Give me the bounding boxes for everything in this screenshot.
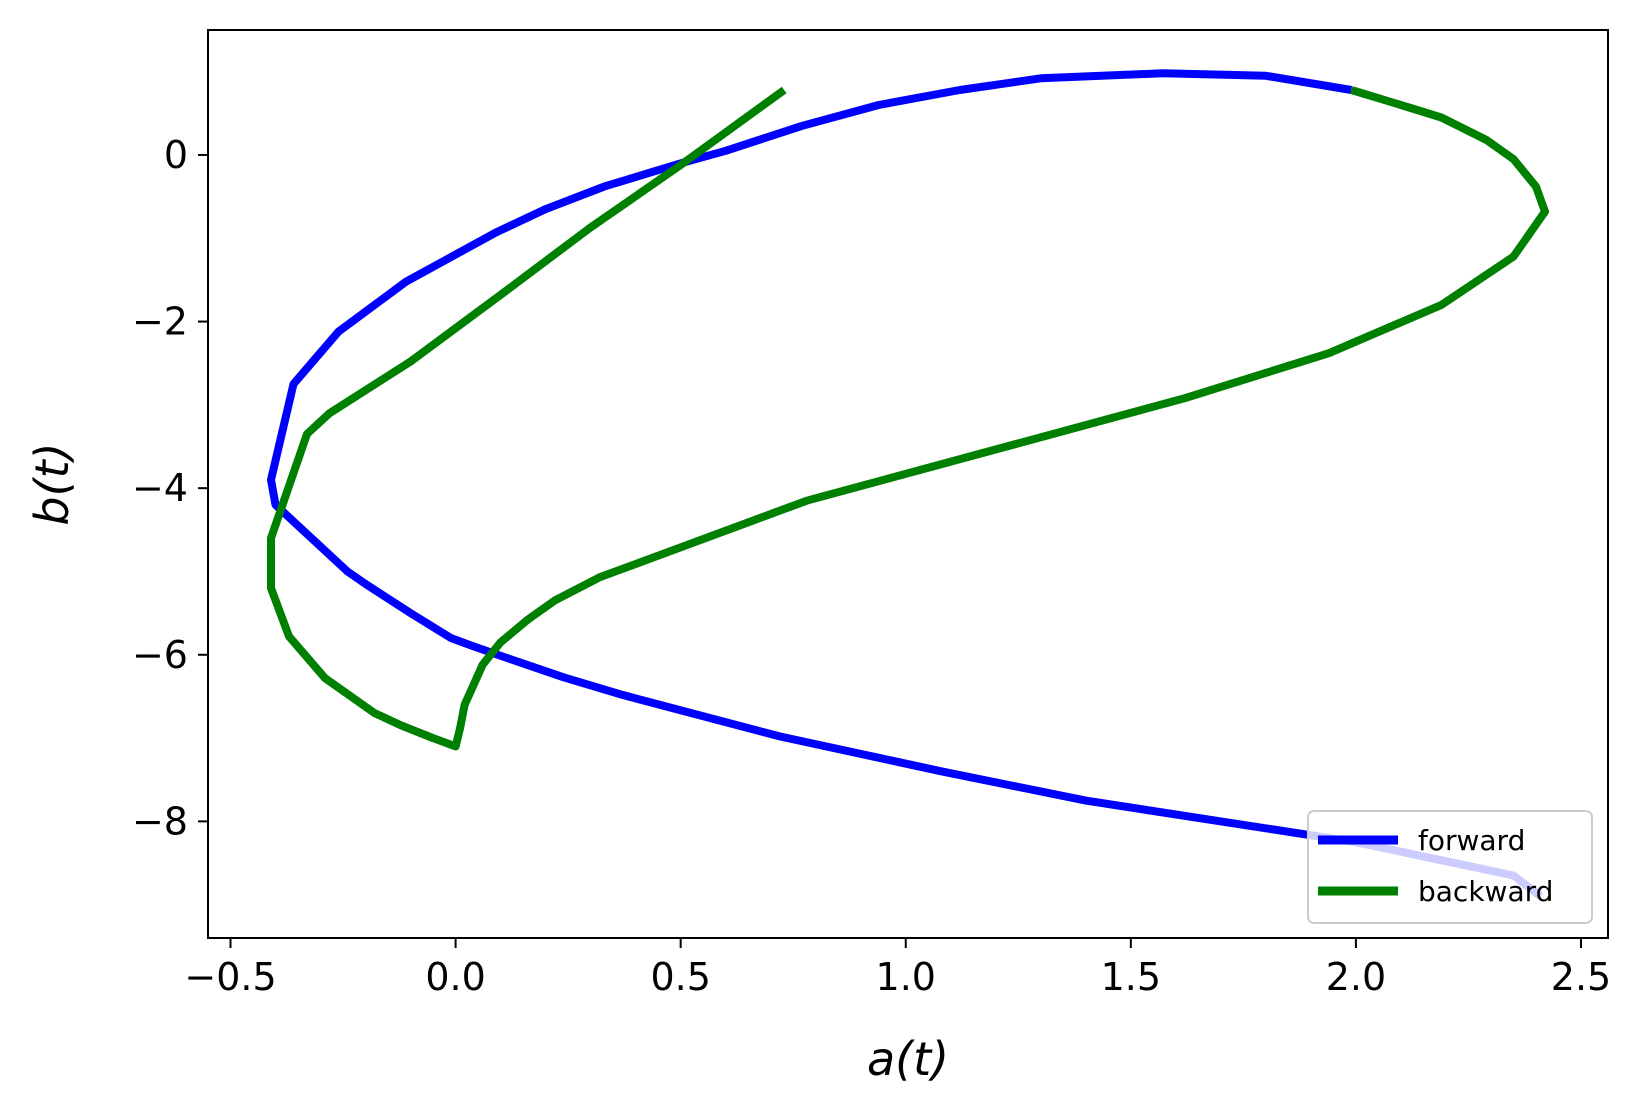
plot-area-background	[208, 30, 1608, 938]
x-tick-label: 0.0	[425, 955, 485, 999]
x-tick-label: 0.5	[650, 955, 710, 999]
y-tick-label: −8	[132, 799, 188, 843]
y-tick-label: −2	[132, 300, 188, 344]
x-tick-label: −0.5	[184, 955, 276, 999]
x-tick-label: 1.0	[876, 955, 936, 999]
y-tick-label: −4	[132, 466, 188, 510]
series-line-backward	[267, 86, 1549, 751]
y-tick-label: −6	[132, 633, 188, 677]
y-tick-label: 0	[164, 133, 188, 177]
legend-label-backward: backward	[1418, 875, 1553, 908]
x-tick-label: 1.5	[1101, 955, 1161, 999]
ticks-layer: −0.5 0.0 0.5 1.0 1.5 2.0 2.5 0 −2 −4 −6 −8	[132, 133, 1611, 999]
series-layer	[267, 69, 1549, 900]
series-line-forward	[267, 69, 1543, 900]
x-tick-label: 2.5	[1551, 955, 1611, 999]
legend-label-forward: forward	[1418, 824, 1525, 857]
plot-frame	[207, 29, 1609, 939]
x-axis-label: a(t)	[867, 1032, 949, 1086]
legend: forward backward	[1307, 810, 1593, 924]
y-axis-label: b(t)	[25, 442, 79, 525]
x-tick-label: 2.0	[1326, 955, 1386, 999]
